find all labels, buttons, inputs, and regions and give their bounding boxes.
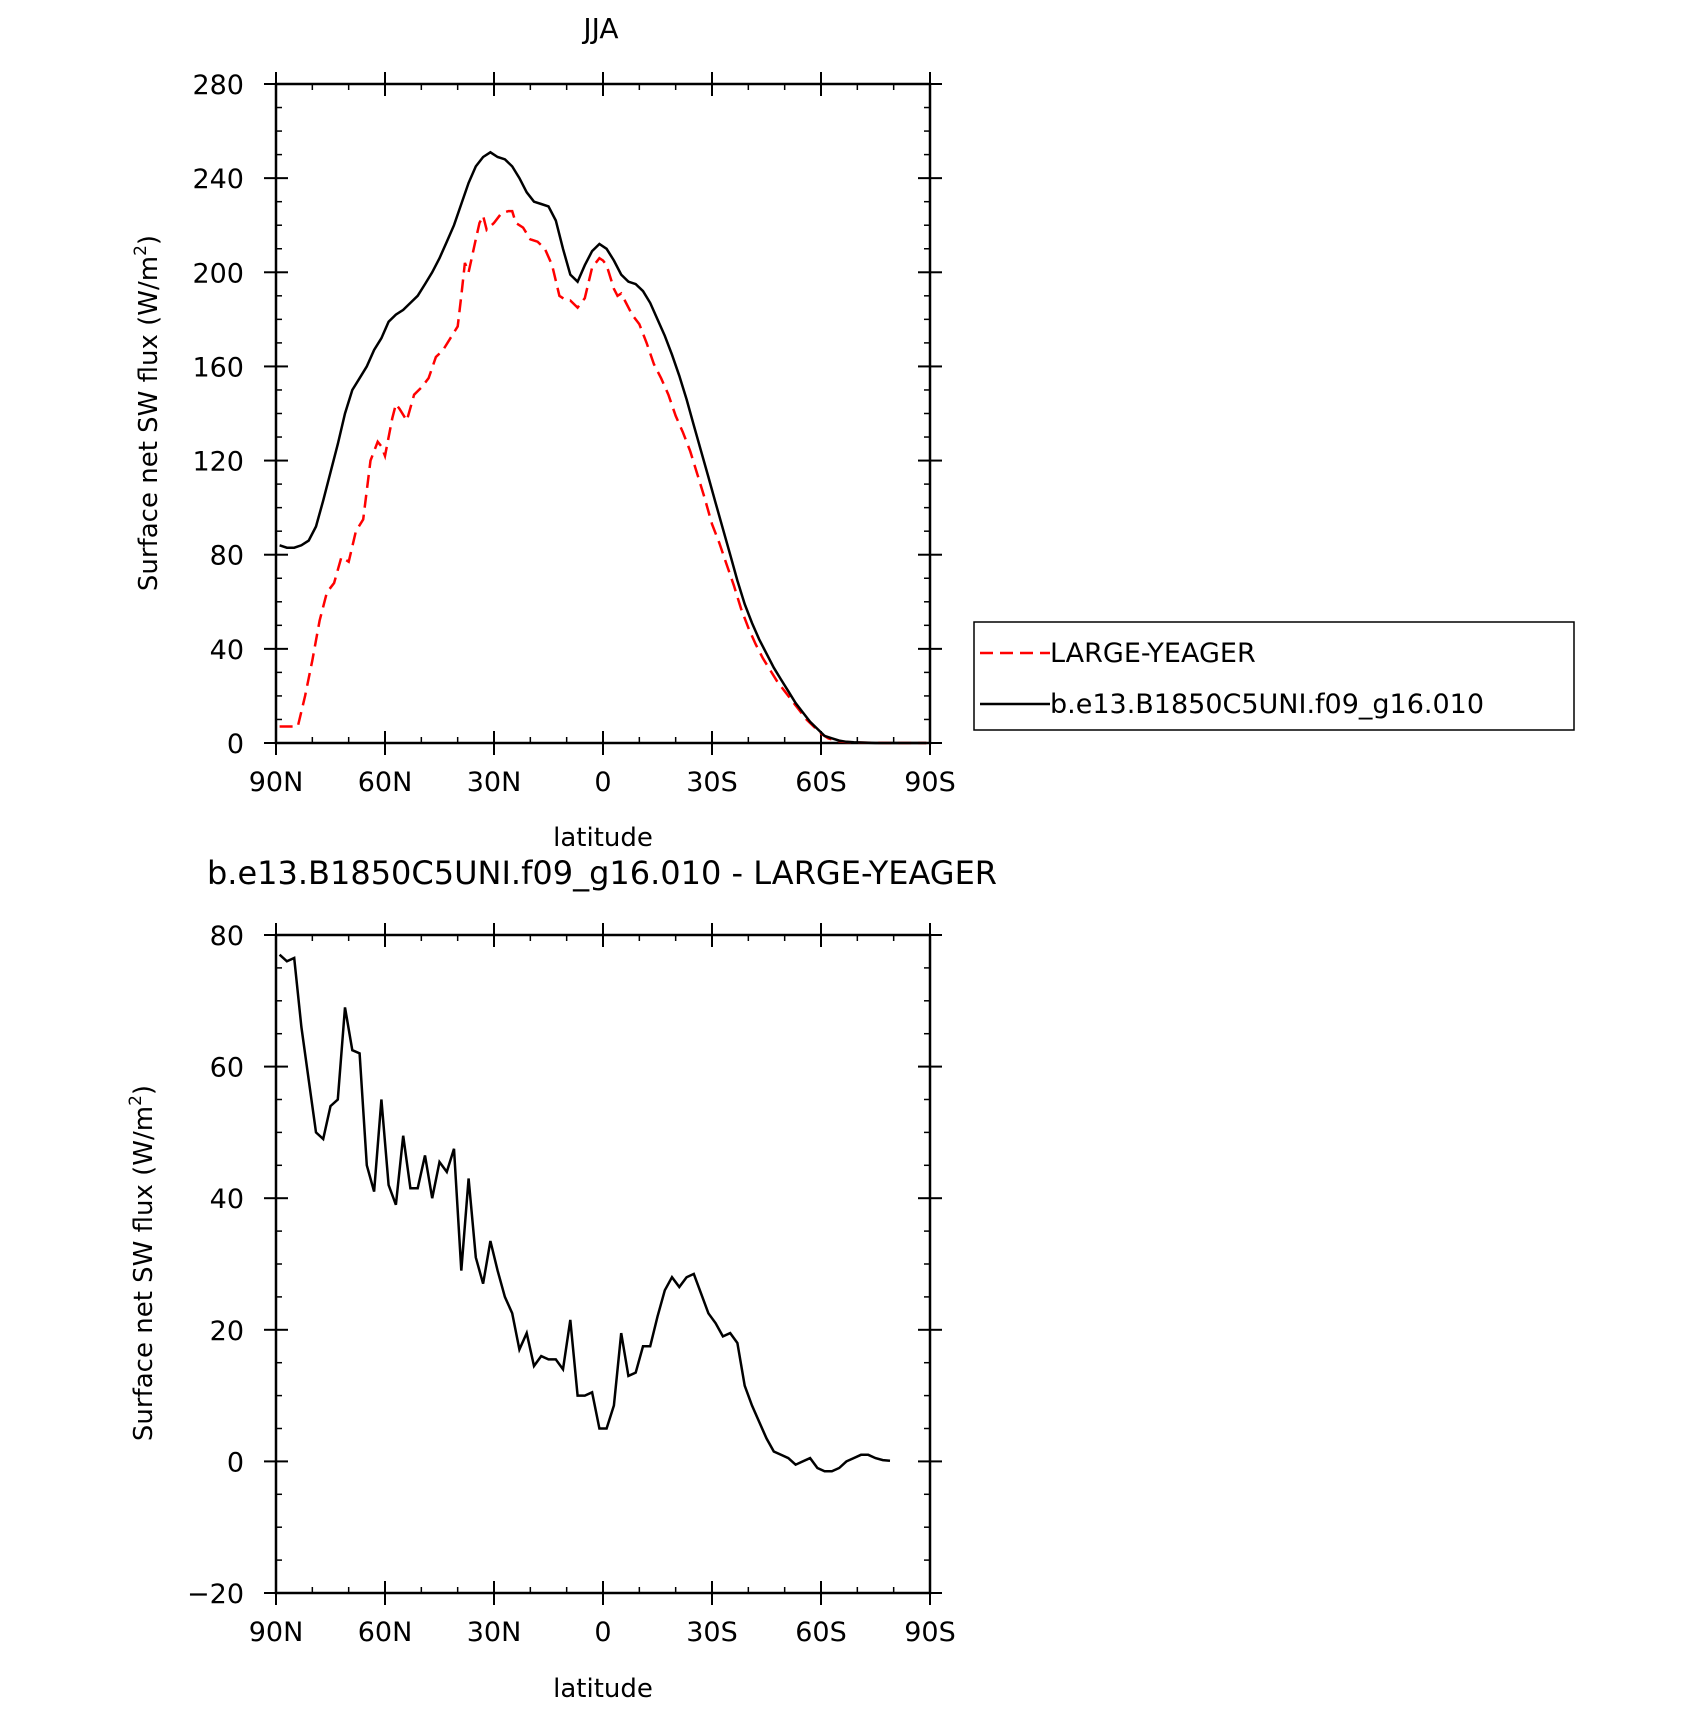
bottom-y-axis-label-main: Surface net SW flux (W/m — [129, 1106, 159, 1441]
y-tick-label: 80 — [210, 541, 244, 572]
top-x-tick-labels: 90N 60N 30N 0 30S 60S 90S — [249, 767, 956, 798]
top-chart-title: JJA — [581, 12, 618, 45]
legend-box — [973, 621, 1575, 731]
y-tick-label: 0 — [227, 1447, 244, 1478]
top-y-axis-label: Surface net SW flux (W/m2) — [131, 235, 164, 591]
y-tick-label: 240 — [192, 164, 244, 195]
x-tick-label: 0 — [594, 767, 611, 798]
bottom-y-tick-labels: −20 0 20 40 60 80 — [187, 921, 244, 1610]
y-tick-label: 40 — [210, 1184, 244, 1215]
bottom-x-axis-label: latitude — [553, 1674, 653, 1704]
top-legend: LARGE-YEAGER b.e13.B1850C5UNI.f09_g16.01… — [973, 621, 1575, 731]
bottom-major-ticks — [264, 923, 942, 1605]
x-tick-label: 0 — [594, 1617, 611, 1648]
y-tick-label: 20 — [210, 1316, 244, 1347]
x-tick-label: 90S — [904, 767, 956, 798]
series-line-b-e13-b1850c5uni — [279, 150, 927, 745]
x-tick-label: 30S — [686, 1617, 738, 1648]
top-y-axis-label-superscript: 2 — [131, 245, 151, 256]
x-tick-label: 60N — [358, 1617, 413, 1648]
y-tick-label: −20 — [187, 1579, 244, 1610]
bottom-y-axis-label: Surface net SW flux (W/m2) — [126, 1085, 159, 1441]
top-major-ticks — [264, 72, 942, 755]
top-y-axis-label-main: Surface net SW flux (W/m — [134, 256, 164, 591]
y-tick-label: 0 — [227, 729, 244, 760]
series-line-difference — [278, 953, 891, 1473]
y-tick-label: 160 — [192, 352, 244, 383]
x-tick-label: 90S — [904, 1617, 956, 1648]
x-tick-label: 60S — [795, 1617, 847, 1648]
x-tick-label: 30N — [467, 767, 522, 798]
x-tick-label: 90N — [249, 767, 304, 798]
bottom-x-tick-labels: 90N 60N 30N 0 30S 60S 90S — [249, 1617, 956, 1648]
y-tick-label: 60 — [210, 1053, 244, 1084]
legend-label-large-yeager: LARGE-YEAGER — [1050, 638, 1256, 669]
top-panel: JJA 0 40 80 120 160 200 240 280 90N 60N 30N 0 30S 60… — [131, 12, 1575, 853]
top-x-axis-label: latitude — [553, 823, 653, 853]
top-y-axis-label-close: ) — [134, 235, 164, 245]
bottom-chart-title: b.e13.B1850C5UNI.f09_g16.010 - LARGE-YEA… — [207, 854, 997, 892]
y-tick-label: 80 — [210, 921, 244, 952]
top-minor-ticks — [276, 84, 930, 743]
bottom-y-axis-label-close: ) — [129, 1085, 159, 1095]
x-tick-label: 60S — [795, 767, 847, 798]
y-tick-label: 200 — [192, 258, 244, 289]
series-line-large-yeager — [279, 209, 927, 745]
x-tick-label: 60N — [358, 767, 413, 798]
bottom-minor-ticks — [276, 935, 930, 1593]
bottom-y-axis-label-superscript: 2 — [126, 1095, 146, 1106]
top-plot-frame — [274, 82, 932, 745]
legend-label-b-e13-b1850c5uni: b.e13.B1850C5UNI.f09_g16.010 — [1050, 689, 1484, 720]
y-tick-label: 280 — [192, 70, 244, 101]
x-tick-label: 30N — [467, 1617, 522, 1648]
bottom-plot-frame — [274, 933, 932, 1595]
y-tick-label: 40 — [210, 635, 244, 666]
bottom-panel: b.e13.B1850C5UNI.f09_g16.010 - LARGE-YEA… — [126, 854, 997, 1704]
top-y-tick-labels: 0 40 80 120 160 200 240 280 — [192, 70, 244, 760]
y-tick-label: 120 — [192, 447, 244, 478]
x-tick-label: 90N — [249, 1617, 304, 1648]
x-tick-label: 30S — [686, 767, 738, 798]
